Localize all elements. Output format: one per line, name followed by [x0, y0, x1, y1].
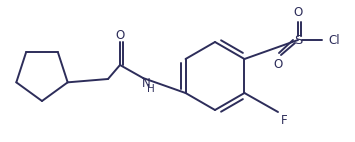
Text: H: H: [147, 84, 155, 94]
Text: S: S: [294, 34, 302, 46]
Text: F: F: [281, 114, 287, 128]
Text: O: O: [293, 6, 302, 18]
Text: O: O: [273, 58, 283, 70]
Text: Cl: Cl: [328, 34, 340, 46]
Text: O: O: [115, 29, 125, 41]
Text: N: N: [142, 77, 151, 89]
